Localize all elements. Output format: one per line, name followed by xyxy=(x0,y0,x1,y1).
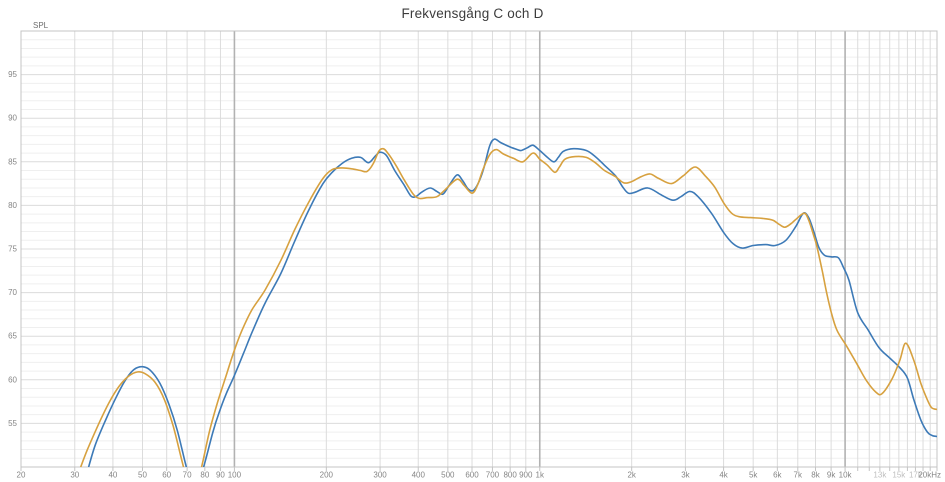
x-tick-label: 30 xyxy=(70,471,79,480)
y-tick-label: 90 xyxy=(8,114,17,123)
y-tick-label: 75 xyxy=(8,245,17,254)
x-tick-label: 4k xyxy=(719,471,728,480)
x-tick-label: 100 xyxy=(228,471,242,480)
x-tick-label: 200 xyxy=(320,471,334,480)
x-tick-label: 13k xyxy=(873,471,887,480)
x-tick-label: 5k xyxy=(749,471,758,480)
x-tick-label: 800 xyxy=(503,471,517,480)
x-tick-label: 300 xyxy=(373,471,387,480)
x-tick-label: 1k xyxy=(536,471,545,480)
y-tick-label: 65 xyxy=(8,332,17,341)
x-tick-label: 6k xyxy=(773,471,782,480)
chart-title: Frekvensgång C och D xyxy=(401,6,544,21)
y-tick-label: 85 xyxy=(8,157,17,166)
x-tick-label: 500 xyxy=(441,471,455,480)
y-tick-label: 55 xyxy=(8,419,17,428)
x-tick-label: 15k xyxy=(892,471,906,480)
x-tick-label: 400 xyxy=(412,471,426,480)
x-tick-label: 2k xyxy=(627,471,636,480)
series-curve-C xyxy=(87,138,937,467)
x-tick-label: 60 xyxy=(162,471,171,480)
x-tick-label: 10k xyxy=(839,471,853,480)
y-tick-label: 60 xyxy=(8,375,17,384)
x-tick-label: 7k xyxy=(794,471,803,480)
x-tick-label: 80 xyxy=(200,471,209,480)
plot-border xyxy=(20,30,938,468)
x-tick-label: 20 xyxy=(17,471,26,480)
series-curve-D xyxy=(79,147,937,467)
x-tick-label: 8k xyxy=(811,471,820,480)
x-tick-label: 50 xyxy=(138,471,147,480)
x-tick-label: 600 xyxy=(465,471,479,480)
x-tick-label: 90 xyxy=(216,471,225,480)
y-tick-label: 70 xyxy=(8,288,17,297)
y-axis-title: SPL xyxy=(33,21,49,30)
x-tick-label: 700 xyxy=(486,471,500,480)
y-tick-label: 80 xyxy=(8,201,17,210)
x-tick-label: 17k xyxy=(909,471,923,480)
x-tick-label: 70 xyxy=(183,471,192,480)
x-tick-label: 3k xyxy=(681,471,690,480)
x-tick-label: 40 xyxy=(108,471,117,480)
x-tick-label: 900 xyxy=(519,471,533,480)
y-tick-label: 95 xyxy=(8,70,17,79)
x-tick-label: 9k xyxy=(827,471,836,480)
x-tick-label: 20kHz xyxy=(918,471,941,480)
